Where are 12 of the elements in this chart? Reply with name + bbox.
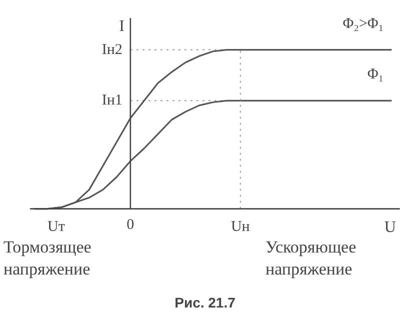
text: Uт (47, 218, 66, 235)
series-label: Φ₁ (367, 66, 384, 83)
text: Ускоряющее напряжение (266, 238, 356, 278)
ref-line-label: Iн2 (102, 42, 122, 58)
series-label: Φ₂>Φ₁ (342, 16, 384, 32)
text: Рис. 21.7 (174, 294, 236, 310)
text: Тормозящее напряжение (4, 238, 92, 278)
ref-line-label: Iн1 (102, 92, 122, 109)
text: Uн (230, 218, 250, 235)
text: 0 (126, 216, 134, 233)
x-axis-title: U (384, 218, 396, 236)
y-axis-title: I (119, 18, 124, 35)
